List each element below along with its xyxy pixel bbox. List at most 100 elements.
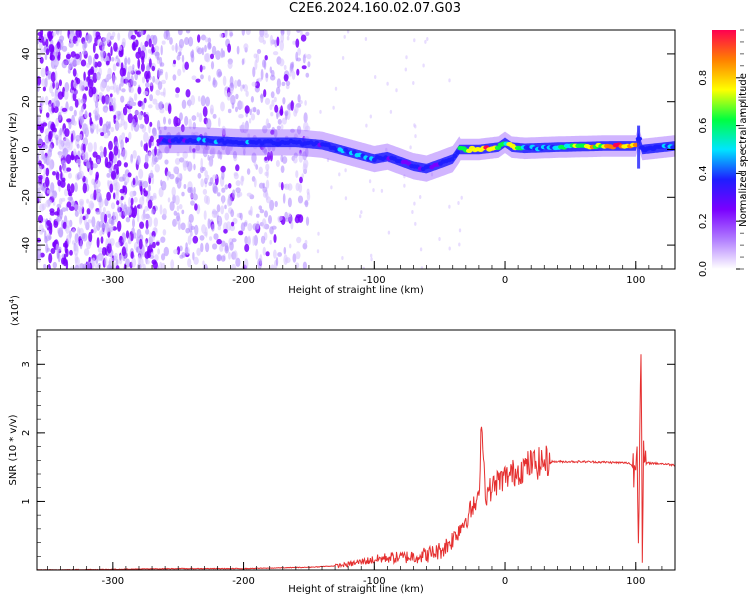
noise-speckle bbox=[176, 205, 180, 212]
noise-speckle bbox=[132, 41, 136, 48]
noise-speckle bbox=[200, 95, 206, 107]
noise-speckle bbox=[175, 42, 178, 53]
noise-speckle bbox=[66, 220, 71, 229]
noise-speckle bbox=[117, 123, 123, 128]
noise-speckle bbox=[91, 216, 96, 228]
noise-speckle bbox=[127, 57, 131, 65]
noise-speckle bbox=[102, 123, 108, 134]
snr-scale-label: (x104) bbox=[8, 295, 21, 326]
noise-speckle bbox=[165, 30, 169, 37]
noise-speckle bbox=[157, 81, 163, 90]
noise-speckle bbox=[295, 51, 299, 62]
noise-speckle bbox=[110, 126, 115, 133]
noise-speckle bbox=[299, 100, 303, 105]
noise-speckle bbox=[221, 170, 225, 181]
noise-speckle bbox=[101, 40, 106, 47]
noise-speckle bbox=[78, 228, 81, 234]
noise-speckle bbox=[424, 39, 427, 44]
noise-speckle bbox=[156, 56, 160, 61]
noise-speckle bbox=[159, 261, 163, 269]
noise-speckle bbox=[274, 104, 279, 113]
noise-speckle bbox=[232, 151, 237, 159]
noise-speckle bbox=[264, 97, 271, 105]
noise-speckle bbox=[148, 151, 152, 158]
noise-speckle bbox=[365, 123, 368, 128]
noise-speckle bbox=[346, 30, 350, 34]
noise-speckle bbox=[275, 86, 281, 95]
noise-speckle bbox=[297, 47, 301, 56]
noise-speckle bbox=[113, 114, 117, 120]
noise-speckle bbox=[448, 204, 451, 209]
noise-speckle bbox=[216, 204, 221, 213]
noise-speckle bbox=[131, 257, 137, 268]
noise-speckle bbox=[270, 74, 276, 81]
noise-speckle bbox=[171, 186, 176, 197]
noise-speckle bbox=[290, 220, 294, 230]
noise-speckle bbox=[104, 256, 108, 267]
noise-speckle bbox=[79, 109, 83, 118]
noise-speckle bbox=[113, 192, 116, 200]
noise-speckle bbox=[74, 182, 78, 193]
noise-speckle bbox=[265, 179, 270, 189]
noise-speckle bbox=[118, 49, 124, 58]
noise-speckle bbox=[91, 123, 97, 130]
noise-speckle bbox=[86, 161, 91, 169]
colorbar-tick-label: 0.0 bbox=[698, 261, 709, 277]
noise-speckle bbox=[280, 105, 284, 116]
noise-speckle bbox=[132, 218, 135, 228]
noise-speckle bbox=[344, 196, 348, 201]
noise-speckle bbox=[76, 143, 80, 149]
noise-speckle bbox=[200, 242, 204, 253]
noise-speckle bbox=[247, 235, 251, 245]
noise-speckle bbox=[369, 114, 372, 119]
noise-speckle bbox=[37, 114, 41, 124]
noise-speckle bbox=[160, 62, 165, 67]
noise-speckle bbox=[133, 196, 138, 203]
noise-speckle bbox=[154, 51, 160, 57]
noise-speckle bbox=[341, 56, 345, 60]
colorbar-ticks: 0.0 0.2 0.4 0.6 0.8 bbox=[698, 29, 744, 277]
noise-speckle bbox=[82, 183, 88, 194]
noise-speckle bbox=[212, 182, 217, 194]
noise-speckle bbox=[187, 187, 192, 193]
noise-speckle bbox=[92, 30, 97, 38]
noise-speckle bbox=[304, 100, 307, 106]
noise-speckle bbox=[100, 81, 106, 92]
noise-speckle bbox=[247, 223, 253, 232]
noise-speckle bbox=[200, 178, 204, 188]
noise-speckle bbox=[235, 257, 241, 267]
noise-speckle bbox=[54, 211, 59, 216]
noise-speckle bbox=[251, 81, 257, 87]
noise-speckle bbox=[295, 214, 302, 219]
noise-speckle bbox=[180, 222, 186, 231]
noise-speckle bbox=[419, 247, 423, 252]
noise-speckle bbox=[230, 88, 234, 94]
colorbar-label: Normalized spectral amplitude bbox=[738, 73, 749, 227]
noise-speckle bbox=[243, 124, 249, 134]
noise-speckle bbox=[231, 264, 237, 269]
noise-speckle bbox=[148, 184, 152, 192]
noise-speckle bbox=[60, 171, 63, 181]
noise-speckle bbox=[211, 223, 215, 232]
noise-speckle bbox=[69, 206, 75, 212]
noise-speckle bbox=[68, 41, 74, 48]
noise-speckle bbox=[104, 213, 108, 224]
noise-speckle bbox=[60, 179, 66, 188]
noise-speckle bbox=[140, 140, 143, 148]
noise-speckle bbox=[273, 96, 277, 103]
noise-speckle bbox=[295, 38, 300, 48]
noise-speckle bbox=[43, 34, 47, 40]
noise-speckle bbox=[197, 34, 201, 43]
noise-speckle bbox=[66, 167, 72, 172]
noise-speckle bbox=[291, 71, 296, 80]
noise-speckle bbox=[188, 98, 191, 108]
noise-speckle bbox=[252, 223, 259, 231]
noise-speckle bbox=[136, 158, 139, 165]
noise-speckle bbox=[44, 53, 48, 61]
noise-speckle bbox=[216, 254, 222, 262]
noise-speckle bbox=[277, 118, 282, 125]
noise-speckle bbox=[252, 66, 256, 78]
noise-speckle bbox=[86, 261, 91, 269]
noise-speckle bbox=[95, 179, 101, 188]
